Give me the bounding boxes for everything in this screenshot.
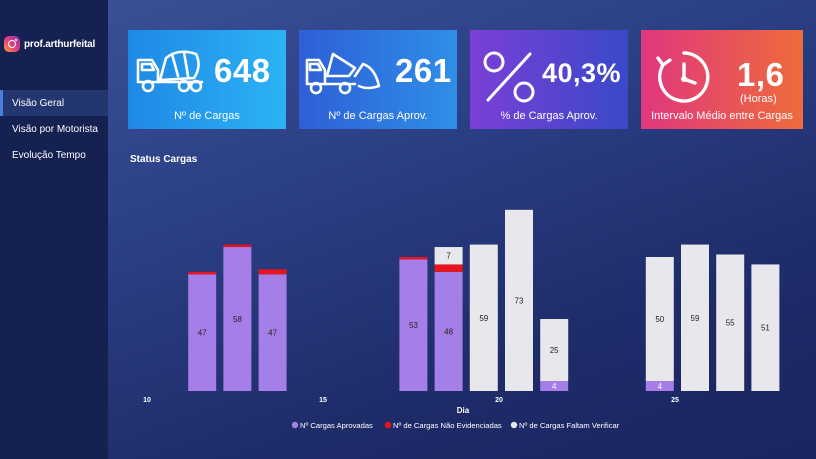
legend-marker-3 xyxy=(510,421,518,429)
kpi-card-intervalo[interactable]: 1,6 (Horas) Intervalo Médio entre Cargas xyxy=(641,30,803,129)
brand-handle: prof.arthurfeital xyxy=(24,38,96,50)
x-tick-10: 10 xyxy=(143,397,151,404)
data-label-3-day-27: 51 xyxy=(761,324,770,333)
x-tick-20: 20 xyxy=(495,397,503,404)
x-tick-15: 15 xyxy=(319,397,327,404)
bar-3-day-19 xyxy=(469,244,498,391)
data-label-3-day-26: 55 xyxy=(726,319,735,328)
cement-truck-icon xyxy=(136,50,204,93)
bar-1-day-11 xyxy=(188,274,217,391)
bar-2-day-12 xyxy=(223,244,252,248)
kpi-card-cargas[interactable]: 648 Nº de Cargas xyxy=(128,30,286,129)
nav-menu: Visão Geral Visão por Motorista Evolução… xyxy=(0,90,108,168)
data-label-3-day-20: 73 xyxy=(515,296,524,305)
bar-3-day-18 xyxy=(434,247,463,265)
data-label-3-day-24: 50 xyxy=(655,315,664,324)
data-label-1-day-21: 4 xyxy=(552,382,557,391)
bar-3-day-25 xyxy=(681,244,709,391)
legend-label-3: Nº de Cargas Faltam Verificar xyxy=(519,421,620,430)
kpi-label-aprovadas: Nº de Cargas Aprov. xyxy=(328,110,428,122)
data-label-1-day-12: 58 xyxy=(233,315,242,324)
data-label-1-day-13: 47 xyxy=(268,329,277,338)
bar-1-day-21 xyxy=(540,381,569,391)
bar-3-day-26 xyxy=(716,254,745,391)
kpi-value-intervalo: 1,6 xyxy=(737,56,785,93)
percent-icon xyxy=(483,51,535,103)
sidebar: prof.arthurfeital Visão Geral Visão por … xyxy=(0,0,108,459)
kpi-label-cargas: Nº de Cargas xyxy=(174,110,240,122)
kpi-label-percent: % de Cargas Aprov. xyxy=(500,110,598,122)
nav-item-visao-geral[interactable]: Visão Geral xyxy=(0,90,108,116)
bar-2-day-13 xyxy=(258,269,287,275)
kpi-value-aprovadas: 261 xyxy=(395,52,452,89)
bar-3-day-24 xyxy=(645,256,674,382)
bar-3-day-21 xyxy=(540,319,569,382)
brand[interactable]: prof.arthurfeital xyxy=(4,36,95,52)
x-axis-label: Dia xyxy=(457,406,470,415)
data-label-1-day-24: 4 xyxy=(658,382,663,391)
kpi-label-intervalo: Intervalo Médio entre Cargas xyxy=(651,110,793,122)
bar-2-day-17 xyxy=(399,256,428,260)
x-tick-25: 25 xyxy=(671,397,679,404)
bar-1-day-12 xyxy=(223,247,252,391)
bar-3-day-20 xyxy=(505,209,533,391)
legend-label-1: Nº Cargas Aprovadas xyxy=(300,421,373,430)
kpi-unit-intervalo: (Horas) xyxy=(740,93,777,105)
data-label-3-day-21: 25 xyxy=(550,346,559,355)
dump-truck-icon xyxy=(305,52,381,95)
legend-label-2: Nº de Cargas Não Evidenciadas xyxy=(393,421,502,430)
kpi-card-aprovadas[interactable]: 261 Nº de Cargas Aprov. xyxy=(299,30,457,129)
bar-1-day-13 xyxy=(258,274,287,391)
bar-1-day-18 xyxy=(434,271,463,391)
main-canvas: 648 Nº de Cargas 261 Nº de Cargas Aprov. xyxy=(108,0,816,459)
kpi-value-cargas: 648 xyxy=(214,52,271,89)
data-label-1-day-17: 53 xyxy=(409,321,418,330)
bar-2-day-18 xyxy=(434,264,463,272)
nav-item-visao-motorista[interactable]: Visão por Motorista xyxy=(12,123,98,135)
legend-marker-1 xyxy=(291,421,299,429)
instagram-icon xyxy=(4,36,20,52)
bar-2-day-11 xyxy=(188,271,217,275)
data-label-1-day-11: 47 xyxy=(198,329,207,338)
kpi-card-percent[interactable]: 40,3% % de Cargas Aprov. xyxy=(470,30,628,129)
bar-1-day-24 xyxy=(645,381,674,391)
bar-3-day-27 xyxy=(751,264,780,391)
bar-1-day-17 xyxy=(399,259,428,391)
data-label-3-day-19: 59 xyxy=(479,314,488,323)
nav-item-evolucao-tempo[interactable]: Evolução Tempo xyxy=(12,149,86,161)
clock-icon xyxy=(656,51,710,103)
data-label-1-day-18: 48 xyxy=(444,327,453,336)
data-label-3-day-25: 59 xyxy=(691,314,700,323)
chart-title: Status Cargas xyxy=(130,154,198,165)
legend-marker-2 xyxy=(384,421,392,429)
data-label-3-day-18: 7 xyxy=(446,252,451,261)
kpi-value-percent: 40,3% xyxy=(542,58,622,88)
